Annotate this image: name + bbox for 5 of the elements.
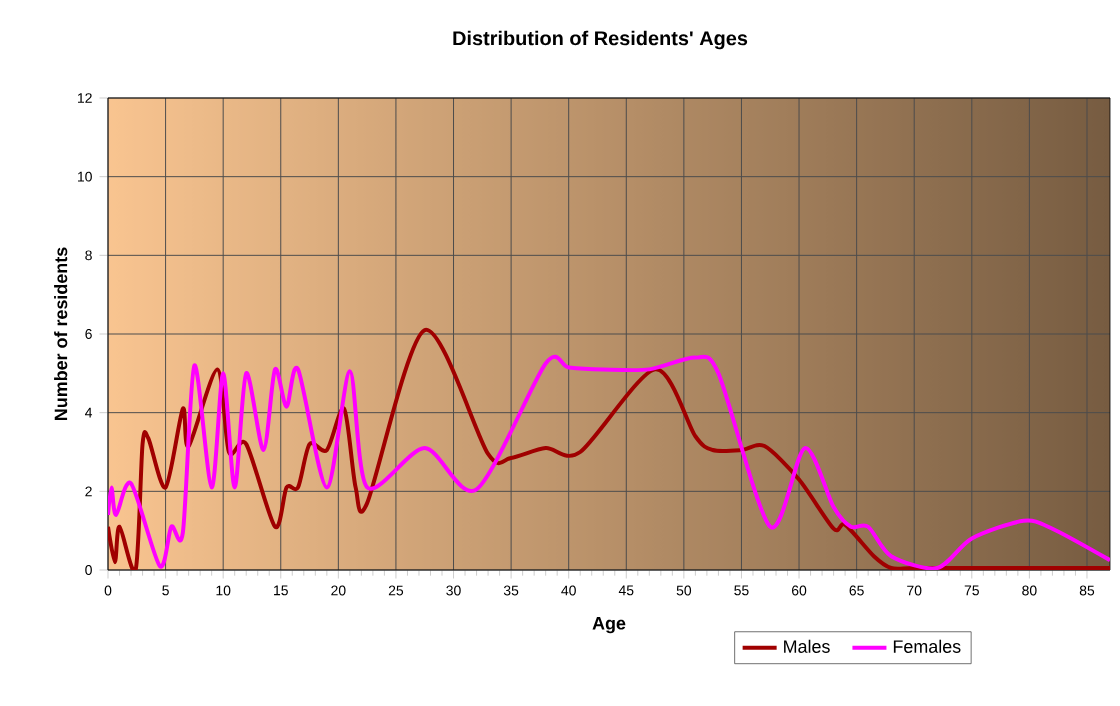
legend-label: Females [893, 639, 961, 653]
legend-label: Males [784, 639, 830, 653]
chart-title: Distribution of Residents' Ages [453, 30, 748, 50]
x-axis-title: Age [592, 617, 626, 634]
y-axis-title: Number of residents [54, 247, 68, 420]
